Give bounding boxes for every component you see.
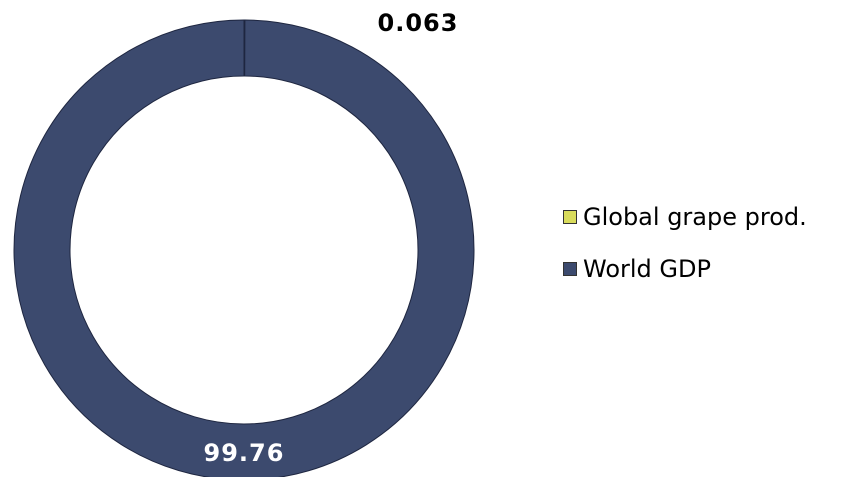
legend-item-world-gdp: World GDP xyxy=(563,251,853,287)
legend-swatch-global-grape-prod xyxy=(563,210,577,224)
legend-label-world-gdp: World GDP xyxy=(583,255,711,283)
donut-slice-world-gdp xyxy=(13,19,475,481)
data-label-world-gdp: 99.76 xyxy=(204,439,285,467)
legend-swatch-world-gdp xyxy=(563,262,577,276)
legend-item-global-grape-prod: Global grape prod. xyxy=(563,199,853,235)
data-label-global-grape-prod: 0.063 xyxy=(378,9,459,37)
legend-label-global-grape-prod: Global grape prod. xyxy=(583,203,807,231)
chart-legend: Global grape prod. World GDP xyxy=(563,199,853,303)
